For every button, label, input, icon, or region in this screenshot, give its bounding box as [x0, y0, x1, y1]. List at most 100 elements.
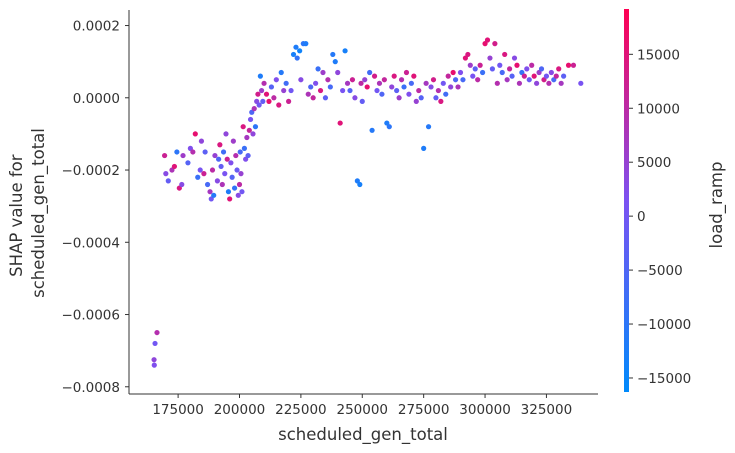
scatter-point	[237, 149, 243, 155]
scatter-point	[290, 51, 297, 58]
scatter-point	[438, 98, 444, 104]
scatter-point	[374, 87, 380, 94]
scatter-point	[502, 51, 508, 58]
scatter-point	[244, 134, 250, 141]
scatter-point	[477, 62, 483, 68]
scatter-point	[250, 131, 256, 137]
scatter-point	[389, 84, 395, 90]
scatter-point	[261, 80, 267, 86]
scatter-point	[376, 80, 383, 86]
scatter-point	[352, 95, 358, 101]
scatter-point	[202, 149, 208, 155]
scatter-point	[152, 340, 158, 347]
scatter-point	[231, 185, 238, 191]
scatter-point	[457, 69, 464, 76]
y-tick-label: 0.0000	[73, 91, 120, 107]
scatter-point	[391, 73, 397, 79]
scatter-point	[509, 73, 515, 79]
scatter-point	[297, 48, 303, 54]
scatter-point	[425, 124, 432, 130]
scatter-point	[335, 69, 341, 76]
scatter-point	[511, 55, 518, 61]
scatter-point	[204, 181, 211, 188]
scatter-point	[245, 152, 251, 159]
scatter-point	[217, 142, 223, 148]
scatter-point	[497, 62, 503, 68]
scatter-point	[344, 80, 351, 86]
scatter-points	[151, 37, 584, 368]
scatter-point	[151, 357, 157, 363]
scatter-point	[234, 167, 240, 173]
scatter-point	[219, 181, 225, 188]
scatter-point	[214, 178, 220, 184]
scatter-point	[211, 192, 217, 198]
scatter-point	[494, 80, 500, 86]
scatter-point	[185, 160, 191, 166]
colorbar-label: load_ramp	[707, 162, 727, 249]
scatter-point	[225, 189, 232, 195]
scatter-point	[239, 189, 245, 195]
scatter-point	[487, 55, 493, 61]
scatter-point	[201, 171, 207, 177]
x-tick-label: 225000	[275, 402, 327, 418]
y-axis-label-line-2: scheduled_gen_total	[29, 128, 49, 298]
scatter-point	[337, 120, 343, 126]
scatter-point	[369, 127, 375, 133]
scatter-point	[531, 73, 537, 79]
scatter-point	[418, 95, 424, 101]
scatter-point	[465, 51, 471, 58]
x-tick-label: 250000	[336, 402, 388, 418]
scatter-point	[556, 66, 562, 72]
y-tick-label: −0.0006	[61, 308, 120, 324]
scatter-point	[197, 167, 203, 173]
scatter-point	[266, 98, 272, 104]
scatter-point	[241, 145, 248, 151]
scatter-point	[256, 102, 262, 108]
scatter-point	[288, 87, 294, 94]
scatter-point	[240, 124, 246, 130]
scatter-point	[504, 77, 510, 83]
scatter-point	[357, 181, 363, 188]
scatter-point	[236, 181, 243, 188]
scatter-point	[416, 87, 422, 94]
y-tick-label: −0.0008	[61, 380, 120, 396]
scatter-point	[406, 91, 412, 97]
scatter-point	[222, 171, 228, 177]
scatter-point	[403, 69, 410, 76]
colorbar-tick-label: −5000	[637, 263, 683, 279]
scatter-point	[220, 149, 227, 155]
scatter-point	[325, 77, 331, 83]
scatter-point	[198, 138, 205, 144]
scatter-point	[455, 84, 461, 90]
scatter-point	[276, 102, 282, 108]
scatter-point	[359, 98, 365, 104]
scatter-point	[190, 149, 196, 155]
scatter-point	[281, 87, 287, 94]
scatter-point	[553, 73, 559, 79]
scatter-point	[298, 77, 304, 83]
scatter-point	[450, 69, 456, 76]
y-tick-label: −0.0002	[61, 163, 120, 179]
scatter-point	[227, 196, 233, 202]
scatter-point	[401, 84, 407, 90]
scatter-point	[278, 69, 284, 76]
scatter-point	[507, 66, 513, 72]
scatter-point	[180, 152, 186, 159]
scatter-point	[154, 329, 160, 336]
scatter-point	[207, 189, 213, 195]
scatter-point	[263, 91, 270, 97]
scatter-point	[413, 98, 419, 104]
scatter-point	[233, 152, 239, 159]
scatter-point	[349, 77, 356, 83]
scatter-point	[229, 174, 235, 180]
scatter-point	[315, 66, 321, 72]
scatter-point	[163, 171, 169, 177]
scatter-point	[440, 80, 446, 86]
scatter-point	[332, 59, 338, 65]
x-axis-label: scheduled_gen_total	[278, 425, 448, 445]
scatter-point	[310, 95, 316, 101]
scatter-point	[259, 87, 265, 94]
scatter-point	[293, 44, 299, 50]
scatter-point	[408, 80, 414, 86]
